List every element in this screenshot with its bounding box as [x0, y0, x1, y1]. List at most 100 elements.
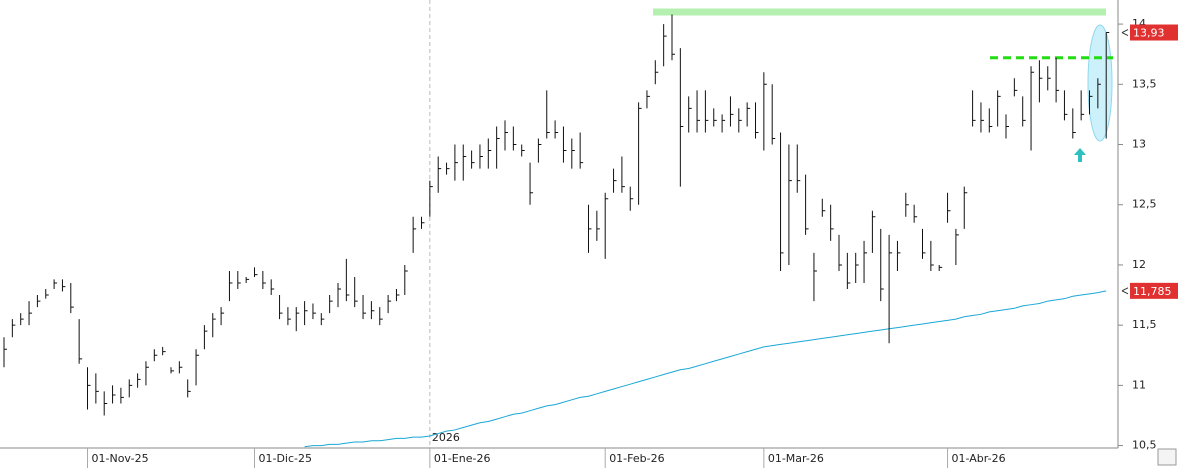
price-bar [654, 60, 659, 85]
price-bar [120, 387, 124, 404]
price-bar [387, 295, 392, 314]
price-bar [1105, 32, 1110, 139]
price-bar [237, 270, 241, 290]
year-label: 2026 [432, 431, 460, 444]
price-bar [813, 252, 817, 302]
price-bar [663, 24, 667, 67]
price-bar [922, 228, 926, 259]
price-bar [270, 279, 275, 296]
y-tick-label: 11,5 [1132, 318, 1157, 331]
price-bar [855, 252, 859, 284]
price-bar [78, 319, 83, 364]
settings-icon[interactable] [1157, 448, 1177, 466]
price-bar [905, 192, 909, 217]
price-bar [337, 283, 341, 308]
price-bar [28, 301, 33, 326]
price-bar [112, 385, 116, 404]
price-bar [504, 120, 508, 151]
price-bar [771, 84, 776, 145]
x-tick-label: 01-Abr-26 [952, 452, 1006, 465]
price-bar [45, 289, 49, 299]
price-bar [412, 216, 417, 253]
price-bar [1005, 114, 1009, 139]
price-bar [1022, 96, 1026, 127]
price-bar [805, 174, 809, 235]
price-bar [404, 264, 408, 296]
price-bar [220, 307, 225, 326]
price-tag [1130, 24, 1178, 41]
price-bar [880, 228, 884, 302]
price-bar [596, 210, 600, 241]
price-bar [988, 108, 993, 133]
price-bar [788, 144, 792, 265]
price-bar [262, 270, 266, 290]
price-bar [137, 373, 141, 388]
price-bar [370, 301, 375, 320]
price-bar [61, 279, 66, 292]
price-bar [354, 276, 358, 308]
price-bar [212, 313, 216, 338]
price-bar [629, 186, 634, 211]
price-bar [938, 264, 943, 271]
price-bar [613, 168, 617, 193]
price-bar [195, 349, 200, 386]
price-bar [320, 313, 325, 326]
price-bar [1089, 90, 1093, 115]
price-tag-pointer [1121, 29, 1129, 36]
price-bar [103, 391, 108, 416]
price-bar [671, 14, 675, 61]
price-bar [838, 234, 842, 271]
price-bar [980, 102, 984, 133]
price-bar [471, 150, 475, 169]
y-tick-label: 11 [1132, 378, 1146, 391]
arrow-up [1074, 148, 1086, 162]
price-bar [688, 96, 692, 133]
price-bar [379, 307, 383, 326]
price-bar [304, 301, 308, 326]
price-bar [888, 234, 893, 344]
price-bar [738, 108, 742, 133]
price-tag-label: 13,93 [1133, 27, 1165, 40]
price-bar [287, 307, 291, 326]
price-bar [345, 258, 350, 302]
price-bar [646, 90, 650, 109]
price-bar [621, 156, 625, 193]
x-tick-label: 01-Ene-26 [434, 452, 491, 465]
price-bar [846, 252, 851, 290]
price-bar [972, 90, 976, 127]
price-bar [1055, 57, 1060, 103]
price-bar [1072, 108, 1076, 139]
price-bar [1013, 78, 1018, 97]
price-bar [546, 90, 550, 139]
price-bar [755, 102, 759, 139]
x-tick-label: 01-Dic-25 [259, 452, 313, 465]
price-bar [128, 379, 133, 398]
price-bar [571, 138, 575, 169]
y-tick-label: 13,5 [1132, 77, 1157, 90]
x-tick-label: 01-Feb-26 [609, 452, 664, 465]
price-bar [537, 138, 542, 163]
price-bar [1047, 66, 1051, 91]
price-bar [830, 204, 834, 241]
price-bar [3, 337, 7, 368]
price-bar [145, 361, 149, 386]
price-tag-label: 11,785 [1133, 285, 1172, 298]
price-bar [395, 289, 400, 302]
price-bar [1038, 60, 1043, 103]
price-bar [496, 126, 500, 169]
price-bar [312, 303, 316, 320]
price-bar [437, 156, 442, 193]
price-bar [579, 132, 584, 169]
price-tag-pointer [1121, 287, 1129, 295]
x-tick-label: 01-Mar-26 [768, 452, 824, 465]
highlight-ellipse [1087, 24, 1113, 142]
price-tag [1130, 282, 1178, 299]
price-bar [153, 349, 158, 362]
price-bar [178, 361, 183, 374]
price-bar [896, 240, 901, 271]
price-bar [746, 102, 751, 127]
price-bar [696, 90, 701, 133]
